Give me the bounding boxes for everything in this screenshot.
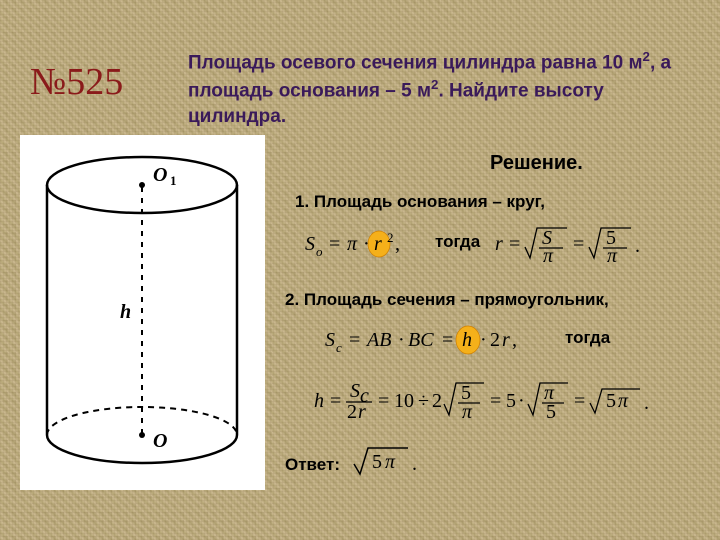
svg-text:=: = xyxy=(490,390,501,412)
svg-text:2: 2 xyxy=(432,390,442,412)
problem-text-a: Площадь осевого сечения цилиндра равна 1… xyxy=(188,52,643,73)
svg-text:.: . xyxy=(644,392,649,414)
label-h: h xyxy=(120,301,131,323)
svg-text:·: · xyxy=(518,390,525,412)
problem-number: №525 xyxy=(30,60,123,104)
svg-text:π: π xyxy=(462,401,473,423)
svg-text:π: π xyxy=(618,390,629,412)
svg-text:·: · xyxy=(398,329,405,351)
svg-text:r: r xyxy=(358,401,366,423)
svg-text:r: r xyxy=(374,233,382,255)
solution-heading: Решение. xyxy=(490,152,583,175)
svg-text:5: 5 xyxy=(546,401,556,423)
svg-text:AB: AB xyxy=(365,329,391,351)
formula-answer: 5 π . xyxy=(350,440,430,480)
cylinder-diagram: O 1 O h xyxy=(20,135,265,490)
svg-text:=: = xyxy=(442,329,453,351)
svg-text:5: 5 xyxy=(506,390,516,412)
svg-text:π: π xyxy=(607,245,618,267)
svg-text:2: 2 xyxy=(387,230,394,245)
svg-text:h: h xyxy=(462,329,472,351)
svg-text:с: с xyxy=(336,340,342,355)
svg-text:r: r xyxy=(502,329,510,351)
svg-text:S: S xyxy=(350,380,360,402)
svg-text:,: , xyxy=(512,329,517,351)
svg-text:S: S xyxy=(305,233,315,255)
svg-text:.: . xyxy=(635,235,640,257)
svg-text:BC: BC xyxy=(408,329,434,351)
svg-text:S: S xyxy=(325,329,335,351)
svg-text:о: о xyxy=(316,244,323,259)
svg-text:.: . xyxy=(412,453,417,475)
svg-text:=: = xyxy=(509,233,520,255)
svg-text:2: 2 xyxy=(347,401,357,423)
svg-text:r: r xyxy=(495,233,503,255)
svg-text:=: = xyxy=(378,390,389,412)
step-1-text: 1. Площадь основания – круг, xyxy=(295,192,545,212)
answer-label: Ответ: xyxy=(285,455,340,475)
togda-2: тогда xyxy=(565,328,610,348)
svg-text:5: 5 xyxy=(372,451,382,473)
svg-text:π: π xyxy=(543,245,554,267)
formula-3: h = S с 2 r = 10 ÷ 2 5 π = 5 · π 5 = 5 π… xyxy=(314,375,704,425)
formula-1: S о = π · r 2 , r = S π = 5 π . xyxy=(295,222,695,267)
label-O1: O xyxy=(153,164,167,186)
svg-text:=: = xyxy=(330,390,341,412)
step-2-text: 2. Площадь сечения – прямоугольник, xyxy=(285,290,609,310)
sup1: 2 xyxy=(643,49,650,64)
svg-text:÷: ÷ xyxy=(418,390,429,412)
svg-text:10: 10 xyxy=(394,390,414,412)
svg-text:=: = xyxy=(573,233,584,255)
svg-text:·: · xyxy=(480,329,487,351)
svg-text:,: , xyxy=(395,233,400,255)
svg-text:π: π xyxy=(385,451,396,473)
problem-statement: Площадь осевого сечения цилиндра равна 1… xyxy=(188,48,688,130)
svg-text:1: 1 xyxy=(170,173,177,188)
svg-text:π: π xyxy=(347,233,358,255)
formula-2: S с = AB · BC = h · 2 r , xyxy=(320,320,680,360)
svg-text:5: 5 xyxy=(606,390,616,412)
svg-text:=: = xyxy=(574,390,585,412)
label-O: O xyxy=(153,430,167,452)
svg-text:=: = xyxy=(349,329,360,351)
togda-1: тогда xyxy=(435,232,480,252)
svg-text:2: 2 xyxy=(490,329,500,351)
svg-text:=: = xyxy=(329,233,340,255)
svg-text:h: h xyxy=(314,390,324,412)
